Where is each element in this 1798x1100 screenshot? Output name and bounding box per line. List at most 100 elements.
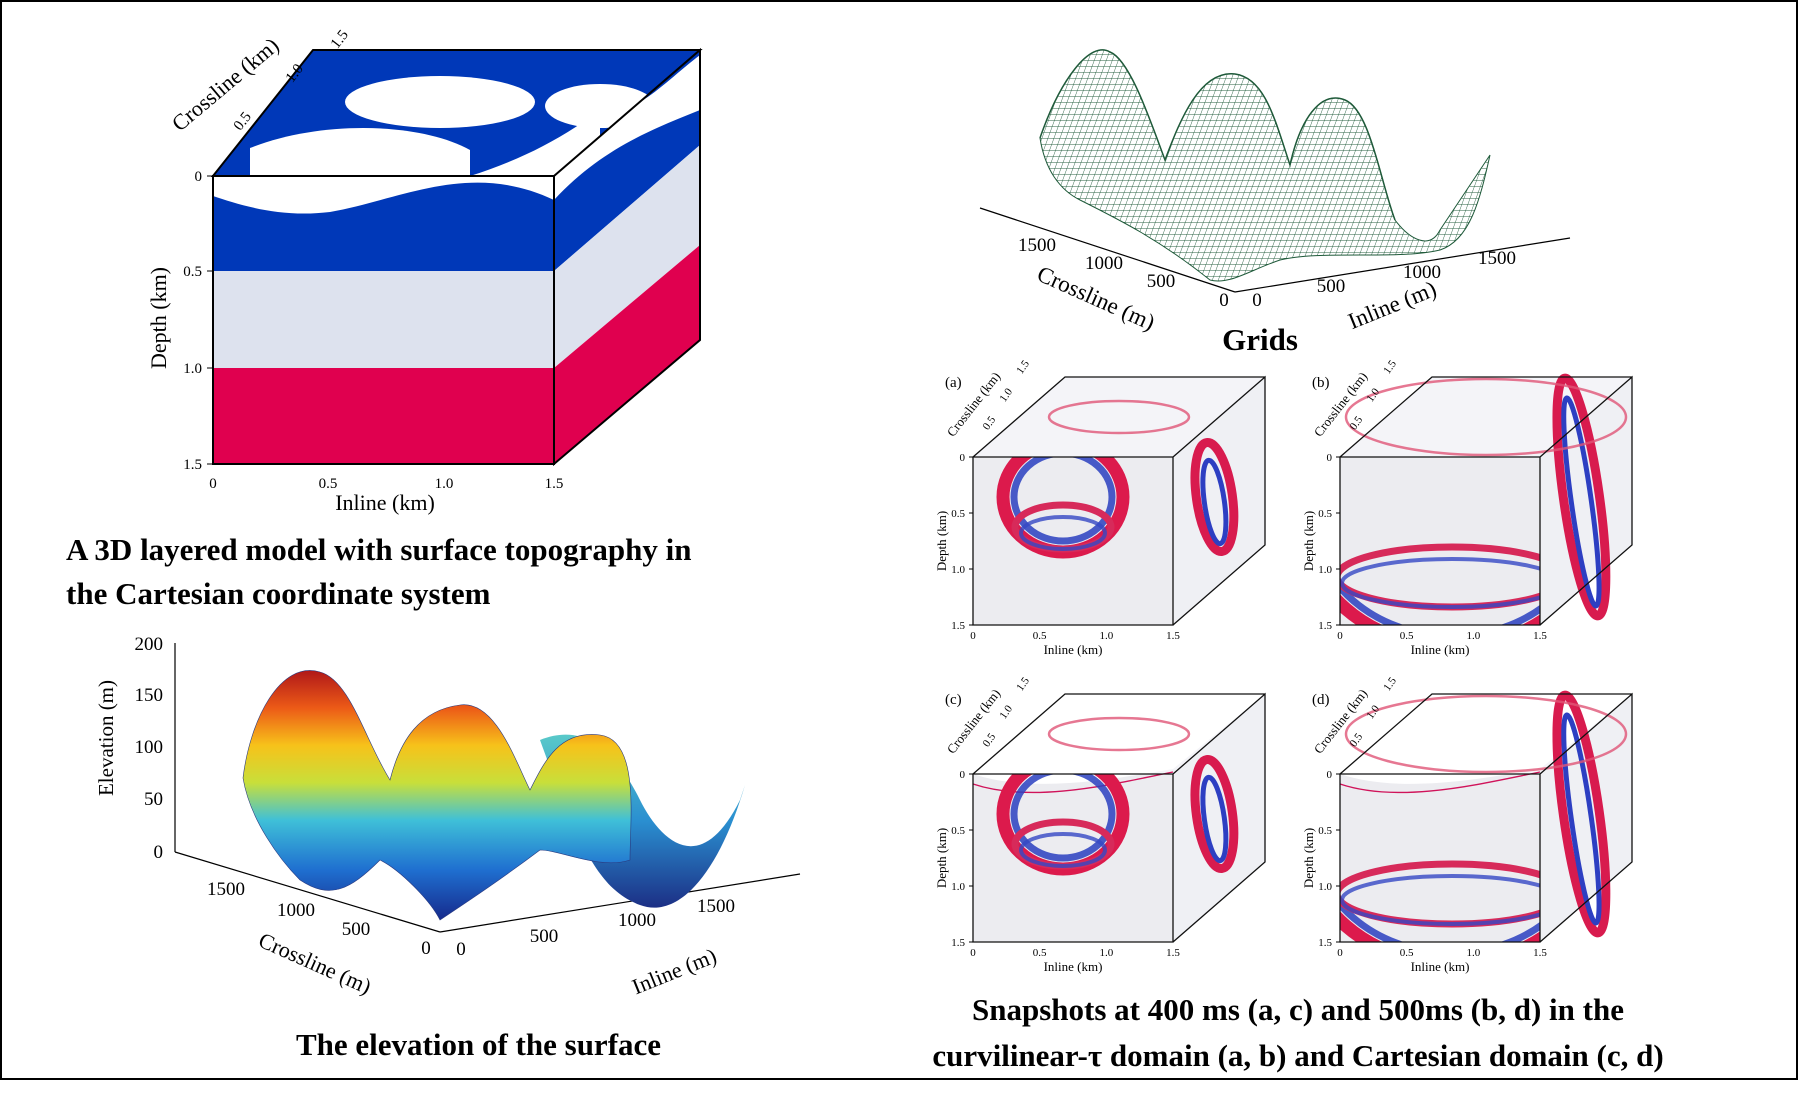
cube-side-grey (554, 145, 700, 368)
inline-tick: 0 (970, 630, 976, 642)
snapshot-side-face (1173, 377, 1265, 625)
reflected-wave-blue (1340, 874, 1540, 926)
side-wavefront-blue (1561, 395, 1602, 609)
wavefront-group (1340, 860, 1540, 942)
side-wavefront (1552, 373, 1611, 621)
inline-tick: 0.5 (1033, 947, 1047, 959)
depth-axis-label: Depth (km) (1301, 828, 1316, 888)
snapshot-panel-d: (d) 0 0.5 1.0 1.5 Depth (km) 0 0.5 1.0 1.5 Inline … (1301, 675, 1633, 974)
crossline-tick: 1.5 (1381, 675, 1399, 694)
crossline-tick: 500 (1147, 271, 1176, 292)
side-wavefront (1190, 754, 1239, 874)
snapshot-top-face (973, 377, 1265, 457)
inline-tick: 500 (530, 926, 559, 947)
inline-tick: 1500 (697, 896, 735, 917)
side-wavefront (1552, 690, 1611, 938)
elevation-tick: 50 (144, 789, 163, 810)
inline-tick: 500 (1317, 276, 1346, 297)
snapshots-caption-line-2: curvilinear-τ domain (a, b) and Cartesia… (932, 1038, 1663, 1073)
elevation-crossline-ticks: 1500 1000 500 0 Crossline (m) (207, 879, 431, 999)
layered-model-cube: 0 0.5 1.0 1.5 Depth (km) 0 0.5 1.0 1.5 I… (146, 27, 703, 515)
depth-tick: 0 (1327, 769, 1333, 781)
depth-tick: 0 (195, 169, 203, 185)
depth-tick: 0 (960, 452, 966, 464)
wavefront-group (1340, 543, 1540, 625)
inline-axis-label: Inline (km) (1044, 642, 1103, 657)
model-caption: A 3D layered model with surface topograp… (66, 532, 691, 611)
depth-axis-label: Depth (km) (1301, 511, 1316, 571)
snapshots-caption: Snapshots at 400 ms (a, c) and 500ms (b,… (932, 992, 1663, 1073)
top-wavefront (1344, 694, 1628, 774)
topography-hole (250, 127, 470, 176)
elevation-surface-front (242, 670, 632, 921)
elevation-tick: 0 (154, 842, 164, 863)
reflected-wave-blue (1340, 557, 1540, 609)
topography-hole (470, 110, 600, 176)
inline-axis-label: Inline (km) (1411, 642, 1470, 657)
inline-tick: 1.0 (1099, 630, 1113, 642)
inline-axis: 0 0.5 1.0 1.5 Inline (km) (209, 476, 563, 515)
side-wavefront-blue (1200, 774, 1229, 864)
crossline-tick: 1.0 (1364, 703, 1382, 722)
snapshot-air-region (973, 694, 1265, 784)
side-wavefront-blue (1561, 712, 1602, 926)
inline-tick: 1500 (1478, 248, 1516, 269)
depth-tick: 1.0 (951, 881, 965, 893)
crossline-tick: 1.5 (1014, 358, 1032, 377)
snapshot-panel-label: (a) (945, 375, 962, 391)
crossline-tick: 0 (1219, 290, 1229, 311)
crossline-tick: 1.5 (1014, 675, 1032, 694)
snapshot-panel-b: (b) 0 0.5 1.0 1.5 Depth (km) 0 0.5 1.0 1.5 Inline … (1301, 358, 1633, 657)
depth-axis-label: Depth (km) (146, 267, 171, 369)
elevation-caption: The elevation of the surface (296, 1027, 661, 1062)
snapshot-panel-label: (b) (1312, 375, 1330, 391)
wavefront-blue (1010, 457, 1116, 545)
inline-tick: 1.5 (1533, 630, 1547, 642)
grid-mesh-plot: 1500 1000 500 0 Crossline (m) 0 500 1000… (979, 49, 1571, 335)
grid-inline-label: Inline (m) (1345, 276, 1440, 334)
topography-hole (345, 76, 535, 128)
inline-tick: 0.5 (1033, 630, 1047, 642)
crossline-tick: 1500 (1018, 235, 1056, 256)
depth-axis: 0 0.5 1.0 1.5 Depth (km) (146, 169, 213, 473)
snapshot-panel-a: (a) 0 0.5 1.0 1.5 Depth (km) 0 0.5 1.0 1.5 Inline … (934, 358, 1266, 657)
elevation-axis-label: Elevation (m) (94, 680, 118, 796)
front-topography-white (213, 176, 554, 214)
depth-tick: 1.5 (1318, 937, 1332, 949)
crossline-tick: 1.0 (1364, 386, 1382, 405)
elevation-inline-label: Inline (m) (628, 943, 720, 999)
snapshot-panel-label: (c) (945, 692, 962, 708)
inline-tick: 0.5 (1400, 630, 1414, 642)
grids-caption: Grids (1222, 322, 1298, 357)
inline-tick: 0 (209, 476, 217, 492)
snapshot-panel-label: (d) (1312, 692, 1330, 708)
depth-tick: 1.5 (1318, 620, 1332, 632)
side-wavefront (1190, 437, 1239, 557)
crossline-tick: 1.0 (997, 703, 1015, 722)
depth-tick: 0.5 (183, 264, 202, 280)
inline-tick: 0.5 (1400, 947, 1414, 959)
snapshot-side-face (1173, 694, 1265, 942)
inline-tick: 1.0 (435, 476, 454, 492)
crossline-tick: 0.5 (1348, 731, 1366, 750)
crossline-tick: 1000 (277, 900, 315, 921)
inline-axis-label: Inline (km) (1411, 959, 1470, 974)
elevation-tick: 150 (135, 685, 164, 706)
cube-side-red (554, 245, 700, 464)
cube-side-outline (553, 47, 701, 467)
depth-tick: 1.0 (1318, 564, 1332, 576)
model-caption-line-2: the Cartesian coordinate system (66, 576, 491, 611)
elevation-y-ticks: 200 150 100 50 0 Elevation (m) (94, 634, 163, 863)
wavefront-blue (1010, 774, 1116, 862)
crossline-tick: 0 (421, 938, 431, 959)
elevation-crossline-axis (174, 851, 441, 933)
top-wavefront (1344, 377, 1628, 457)
grid-crossline-axis (979, 207, 1236, 293)
depth-axis-label: Depth (km) (934, 828, 949, 888)
crossline-tick: 0.5 (981, 731, 999, 750)
depth-tick: 1.0 (1318, 881, 1332, 893)
crossline-tick: 1.5 (1381, 358, 1399, 377)
reflected-wave-blue (1019, 515, 1107, 551)
